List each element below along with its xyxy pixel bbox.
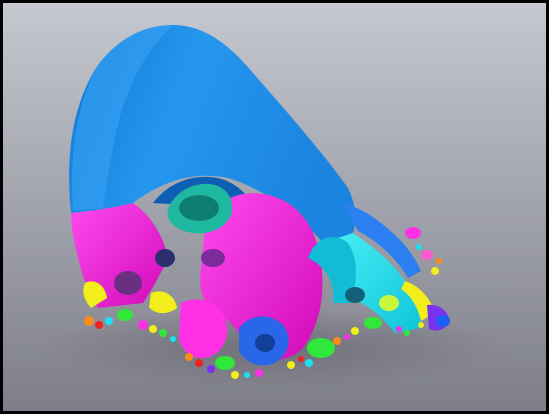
magenta-front <box>200 193 323 361</box>
blue-front-lobe-hole <box>255 334 275 352</box>
blue-highlight <box>72 25 173 211</box>
magenta-right-small-2 <box>421 250 433 260</box>
right-hole-1 <box>345 287 365 303</box>
left-hole-1 <box>114 271 142 295</box>
fractal-render <box>3 3 546 411</box>
green-lobe-1 <box>307 338 335 358</box>
magenta-lower-left <box>179 299 228 359</box>
magenta-right-small <box>405 227 421 239</box>
fractal-buds <box>84 244 442 379</box>
teal-tube-opening <box>179 195 219 221</box>
magenta-left <box>71 203 168 308</box>
green-lobe-4 <box>364 317 382 329</box>
blue-right-small <box>436 315 450 327</box>
green-lobe-3 <box>117 309 133 321</box>
left-hole-2 <box>155 249 175 267</box>
yellow-mid <box>149 291 177 314</box>
yellow-left <box>83 281 107 308</box>
blue-surface <box>69 25 356 243</box>
cyan-arch <box>308 237 356 303</box>
yellow-right <box>401 281 435 321</box>
green-lobe-2 <box>215 356 235 370</box>
blue-right-foot <box>343 203 421 278</box>
green-lobe-5 <box>379 295 399 311</box>
mid-hole-1 <box>201 249 225 267</box>
